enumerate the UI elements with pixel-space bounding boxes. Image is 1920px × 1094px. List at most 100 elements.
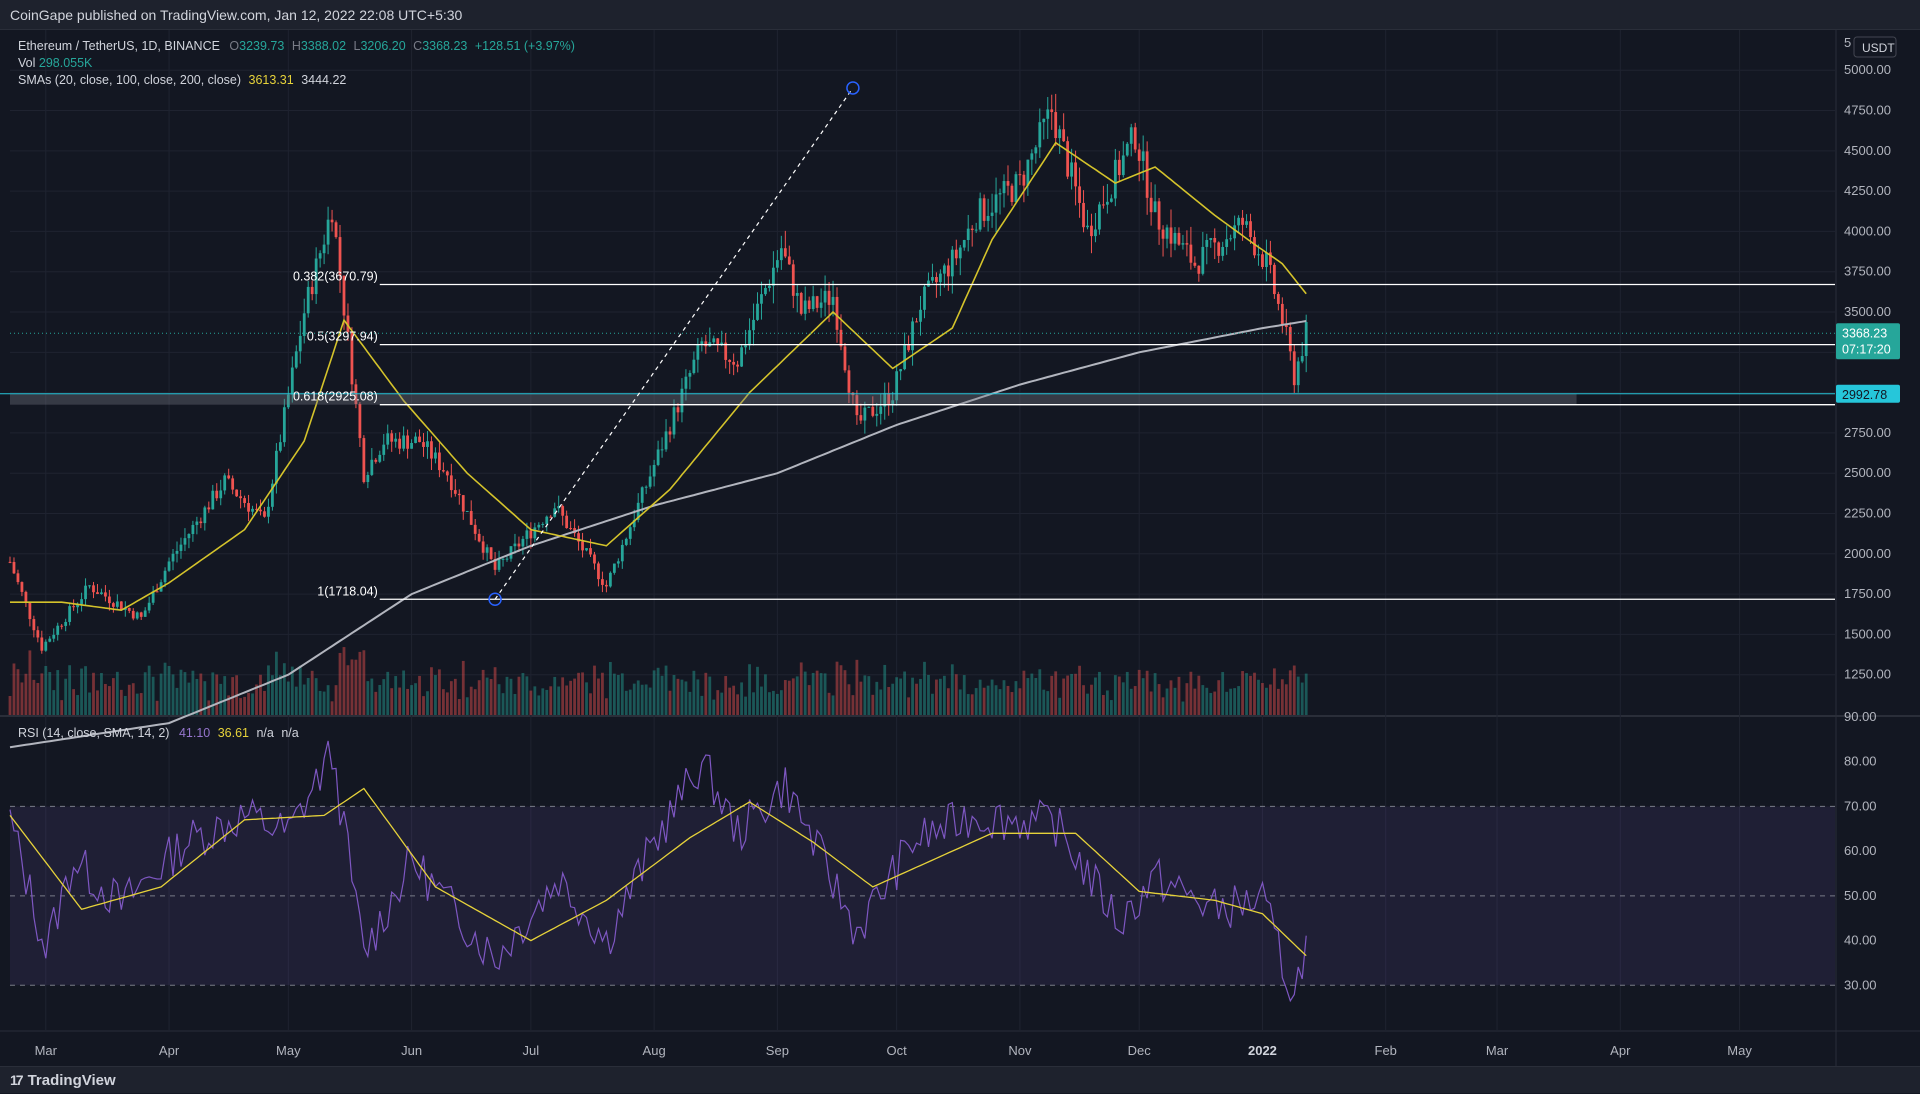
candle-body	[994, 194, 998, 213]
candle-body	[799, 292, 803, 314]
tradingview-logo[interactable]: 17 TradingView	[10, 1067, 116, 1094]
volume-value: 298.055K	[38, 56, 93, 70]
candle-body	[438, 452, 441, 471]
volume-bar	[1189, 671, 1193, 715]
volume-bar	[322, 691, 326, 715]
volume-bar	[923, 661, 926, 715]
candle-body	[298, 335, 302, 352]
candle-body	[954, 249, 958, 259]
volume-bar	[529, 690, 533, 715]
candle-body	[982, 198, 986, 221]
price-tick-label: 4500.00	[1844, 143, 1891, 158]
low-label: L	[353, 39, 361, 53]
volume-bar	[859, 681, 863, 715]
volume-bar	[585, 682, 588, 715]
volume-bar	[847, 684, 851, 715]
candle-body	[104, 592, 107, 597]
volume-bar	[255, 684, 258, 715]
rsi-tick-label: 50.00	[1844, 888, 1877, 903]
volume-bar	[942, 675, 946, 715]
fib-level-label: 0.618(2925.08)	[293, 390, 378, 404]
volume-bar	[815, 670, 819, 715]
volume-bar	[20, 682, 24, 715]
candle-body	[608, 572, 612, 587]
sma-label[interactable]: SMAs (20, close, 100, close, 200, close)	[18, 73, 242, 87]
volume-bar	[899, 678, 903, 715]
candle-body	[644, 486, 648, 488]
candle-body	[1221, 246, 1225, 256]
candle-body	[271, 483, 274, 507]
volume-bar	[628, 689, 632, 715]
candle-body	[688, 372, 692, 377]
volume-bar	[803, 671, 807, 715]
candle-body	[1229, 238, 1233, 240]
rsi-tick-label: 30.00	[1844, 977, 1877, 992]
candle-body	[191, 524, 195, 535]
volume-bar	[966, 694, 970, 715]
volume-bar	[271, 675, 274, 715]
volume-bar	[334, 685, 338, 715]
candle-body	[907, 345, 910, 351]
candle-body	[453, 490, 457, 494]
volume-bar	[1249, 675, 1252, 715]
volume-bar	[871, 694, 875, 715]
chart-canvas[interactable]: 5000.00 4750.00 4500.00 4250.00 4000.00 3750.…	[0, 30, 1920, 1066]
candle-body	[831, 296, 835, 305]
volume-bar	[1066, 675, 1070, 715]
candle-body	[1094, 229, 1097, 237]
candle-body	[624, 538, 628, 545]
volume-bar	[1185, 683, 1189, 715]
price-tick-label: 5000.00	[1844, 62, 1891, 77]
volume-bar	[752, 692, 755, 715]
legend-row-sma: SMAs (20, close, 100, close, 200, close)…	[18, 72, 575, 89]
rsi-legend: RSI (14, close, SMA, 14, 2) 41.10 36.61 …	[18, 725, 299, 742]
time-tick-label: May	[276, 1043, 301, 1058]
volume-bar	[779, 690, 783, 715]
volume-bar	[911, 677, 914, 715]
volume-bar	[807, 685, 811, 715]
currency-button[interactable]	[1853, 36, 1897, 58]
trend-line[interactable]	[494, 87, 854, 600]
support-price-badge	[1836, 384, 1900, 403]
symbol-name[interactable]: Ethereum / TetherUS, 1D, BINANCE	[18, 39, 220, 53]
candle-body	[430, 441, 433, 459]
volume-bar	[143, 672, 147, 715]
price-tick-label: 3750.00	[1844, 264, 1891, 279]
candle-body	[1269, 252, 1272, 265]
candle-body	[100, 592, 103, 595]
publisher-bar: CoinGape published on TradingView.com, J…	[0, 0, 1920, 30]
volume-bar	[366, 681, 370, 715]
trend-line-end-handle[interactable]	[846, 81, 860, 95]
candle-body	[346, 315, 350, 332]
volume-label[interactable]: Vol	[18, 56, 36, 70]
volume-bar	[139, 693, 143, 715]
candle-body	[334, 222, 338, 238]
candle-body	[1054, 112, 1058, 139]
candle-body	[473, 524, 477, 534]
time-tick-label: May	[1727, 1043, 1752, 1058]
candle-body	[517, 543, 521, 547]
candle-body	[1062, 129, 1066, 142]
candle-body	[1026, 159, 1030, 186]
volume-bar	[505, 676, 509, 715]
trend-line-start-handle[interactable]	[488, 592, 502, 607]
candle-body	[803, 300, 807, 314]
volume-bar	[410, 685, 413, 715]
tradingview-logo-icon: 17	[10, 1072, 24, 1088]
volume-bar	[1082, 685, 1085, 715]
volume-bar	[1062, 678, 1066, 715]
candle-body	[441, 470, 445, 472]
volume-bar	[1050, 675, 1054, 715]
volume-bar	[394, 676, 398, 715]
volume-bar	[477, 680, 481, 715]
volume-bar	[1113, 675, 1117, 715]
candle-body	[1117, 159, 1121, 176]
candle-body	[577, 533, 580, 542]
candle-body	[68, 606, 72, 622]
volume-bar	[1292, 665, 1296, 715]
candle-body	[1129, 127, 1133, 144]
candle-body	[557, 506, 561, 509]
rsi-label[interactable]: RSI (14, close, SMA, 14, 2)	[18, 726, 170, 740]
volume-bar	[636, 680, 640, 715]
volume-bar	[1145, 670, 1149, 715]
